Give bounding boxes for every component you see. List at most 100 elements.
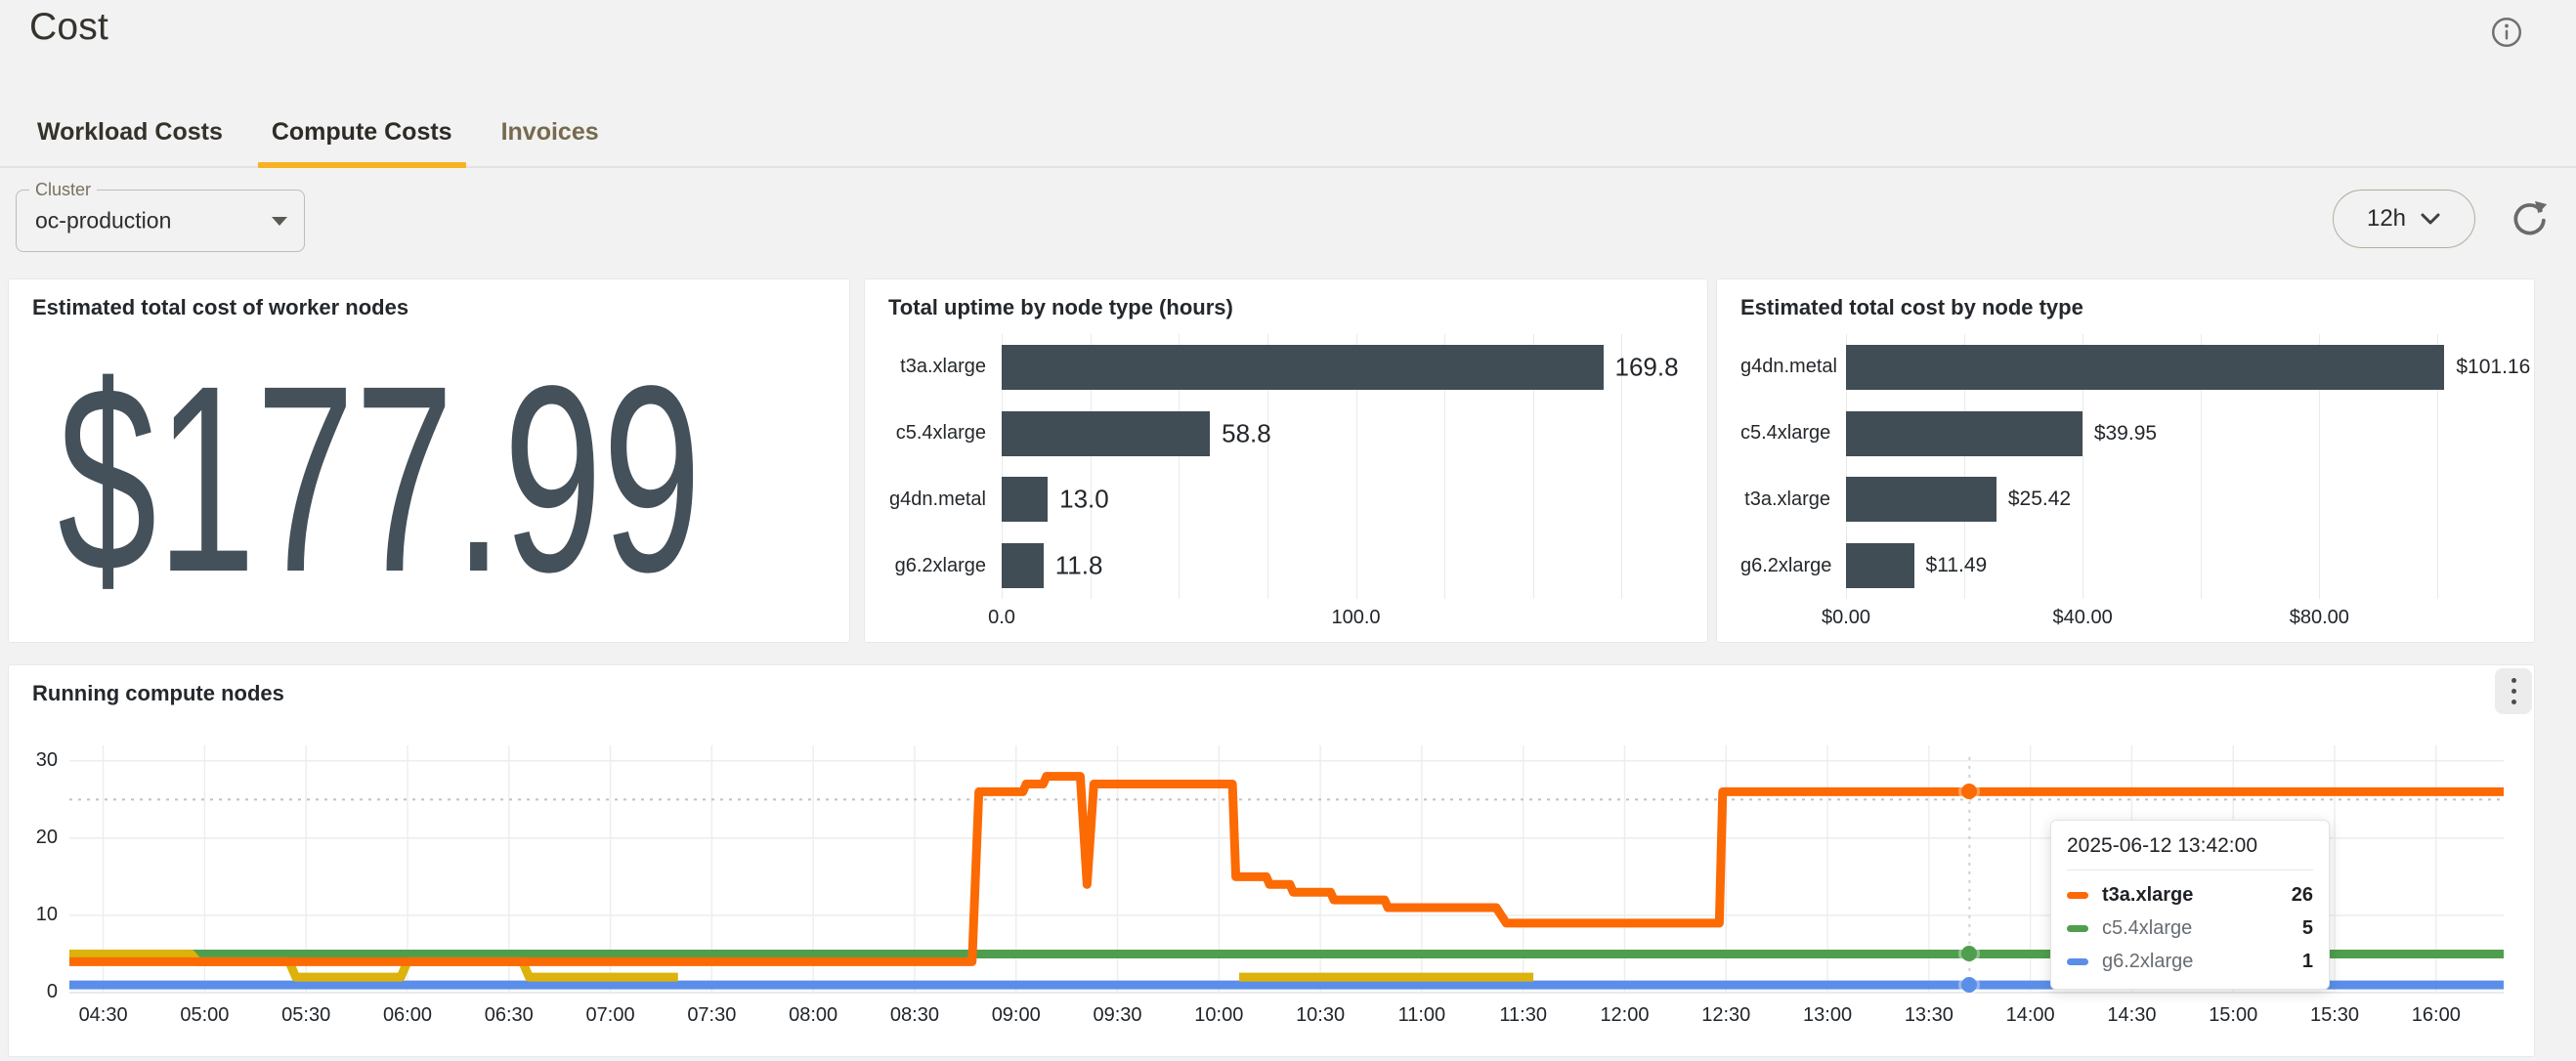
bar[interactable]: [1846, 344, 2445, 390]
x-axis-tick: 0.0: [988, 607, 1015, 628]
x-axis-tick: 11:30: [1499, 1004, 1547, 1026]
tooltip-row: t3a.xlarge 26: [2067, 884, 2313, 907]
bar[interactable]: [1002, 344, 1604, 390]
bar[interactable]: [1002, 477, 1049, 523]
x-axis-tick: 12:30: [1701, 1004, 1751, 1026]
panel-cost-by-node-type: Estimated total cost by node type g4dn.m…: [1716, 278, 2535, 643]
bar-row: c5.4xlarge $39.95: [1740, 410, 2509, 456]
uptime-bar-chart: t3a.xlarge 169.8 c5.4xlarge 58.8 g4dn.metal 1…: [888, 334, 1682, 628]
x-axis-tick: 12:00: [1600, 1004, 1650, 1026]
bar[interactable]: [1846, 410, 2082, 456]
y-axis-tick: 20: [35, 826, 58, 848]
bar-category-label: g6.2xlarge: [894, 554, 986, 576]
x-axis-tick: 05:00: [180, 1004, 230, 1026]
x-axis-tick: 09:00: [991, 1004, 1041, 1026]
panel-uptime-by-node-type: Total uptime by node type (hours) t3a.xl…: [864, 278, 1708, 643]
series-swatch-c5: [2067, 925, 2088, 932]
chevron-down-icon: [272, 217, 287, 226]
x-axis-tick: $80.00: [2289, 607, 2349, 628]
hover-point: [1961, 946, 1978, 962]
panel-title: Estimated total cost by node type: [1740, 295, 2083, 319]
big-value-wrap: $177.99: [58, 330, 830, 626]
x-axis-tick: 09:30: [1093, 1004, 1142, 1026]
bar-value-label: 13.0: [1059, 484, 1109, 514]
panel-total-cost: Estimated total cost of worker nodes $17…: [8, 278, 850, 643]
x-axis-tick: 06:30: [484, 1004, 534, 1026]
chevron-down-icon: [2421, 213, 2440, 225]
cluster-select-label: Cluster: [29, 180, 98, 200]
tab-compute-costs[interactable]: Compute Costs: [257, 118, 466, 168]
page-title: Cost: [29, 6, 108, 48]
info-icon[interactable]: [2488, 14, 2525, 51]
panel-title: Running compute nodes: [32, 681, 284, 705]
bar-category-label: t3a.xlarge: [900, 356, 986, 378]
chart-tooltip: 2025-06-12 13:42:00 t3a.xlarge 26 c5.4xl…: [2050, 820, 2330, 990]
bar-category-label: g4dn.metal: [1740, 356, 1837, 378]
x-axis-tick: 05:30: [281, 1004, 331, 1026]
x-axis-tick: 13:30: [1904, 1004, 1953, 1026]
bar-category-label: c5.4xlarge: [1740, 422, 1831, 445]
tab-invoices[interactable]: Invoices: [500, 118, 599, 146]
bar-value-label: 169.8: [1614, 352, 1679, 382]
bar-row: g6.2xlarge $11.49: [1740, 543, 2509, 589]
bar-value-label: 11.8: [1054, 550, 1103, 580]
panel-menu-kebab-icon[interactable]: [2495, 668, 2532, 714]
x-axis-tick: 100.0: [1331, 607, 1381, 628]
bar-value-label: $39.95: [2093, 421, 2158, 445]
bar-row: g4dn.metal 13.0: [888, 477, 1682, 523]
bar-category-label: g6.2xlarge: [1740, 554, 1832, 576]
bar-value-label: $25.42: [2007, 488, 2072, 511]
x-axis-tick: $0.00: [1821, 607, 1871, 628]
x-axis-tick: 04:30: [78, 1004, 128, 1026]
hover-point: [1961, 784, 1978, 800]
x-axis-tick: 14:00: [2005, 1004, 2055, 1026]
series-line-t3a.xlarge: [69, 777, 2504, 962]
bar-row: c5.4xlarge 58.8: [888, 410, 1682, 456]
refresh-icon[interactable]: [2508, 197, 2551, 240]
y-axis-tick: 10: [35, 903, 58, 925]
panel-title: Estimated total cost of worker nodes: [32, 295, 409, 319]
cluster-select[interactable]: Cluster oc-production: [16, 180, 305, 252]
x-axis-tick: 10:30: [1296, 1004, 1346, 1026]
bar[interactable]: [1846, 477, 1996, 523]
x-axis-tick: 10:00: [1194, 1004, 1244, 1026]
tab-workload-costs[interactable]: Workload Costs: [37, 118, 223, 146]
bar-category-label: t3a.xlarge: [1744, 488, 1830, 510]
tooltip-row: g6.2xlarge 1: [2067, 951, 2313, 973]
bar-row: g6.2xlarge 11.8: [888, 543, 1682, 589]
bar-category-label: g4dn.metal: [889, 488, 986, 510]
bar-row: g4dn.metal $101.16: [1740, 344, 2530, 390]
bar-row: t3a.xlarge $25.42: [1740, 477, 2509, 523]
bar[interactable]: [1846, 543, 1914, 589]
cluster-select-value: oc-production: [35, 207, 172, 233]
time-range-button[interactable]: 12h: [2333, 190, 2475, 248]
x-axis-tick: 16:00: [2411, 1004, 2461, 1026]
x-axis-tick: 07:00: [585, 1004, 635, 1026]
hover-point: [1961, 977, 1978, 994]
cost-bar-chart: g4dn.metal $101.16 c5.4xlarge $39.95 t3a.xla…: [1740, 334, 2530, 628]
bar[interactable]: [1002, 543, 1044, 589]
total-cost-value: $177.99: [58, 329, 702, 627]
x-axis-tick: 15:00: [2209, 1004, 2258, 1026]
x-axis-tick: 07:30: [687, 1004, 737, 1026]
bar-value-label: $101.16: [2456, 355, 2531, 378]
x-axis-tick: 08:00: [789, 1004, 838, 1026]
series-swatch-t3a: [2067, 892, 2088, 899]
tooltip-timestamp: 2025-06-12 13:42:00: [2067, 834, 2313, 870]
x-axis-tick: 13:00: [1803, 1004, 1853, 1026]
x-axis-tick: 14:30: [2107, 1004, 2157, 1026]
bar-value-label: 58.8: [1222, 418, 1271, 448]
x-axis-tick: 08:30: [889, 1004, 939, 1026]
tab-bar: Workload Costs Compute Costs Invoices: [0, 106, 2576, 168]
y-axis-tick: 30: [35, 748, 58, 771]
bar-category-label: c5.4xlarge: [895, 422, 986, 445]
time-range-value: 12h: [2366, 205, 2407, 232]
bar-value-label: $11.49: [1925, 554, 1988, 577]
bar-row: t3a.xlarge 169.8: [888, 344, 1682, 390]
x-axis-tick: 11:00: [1397, 1004, 1446, 1026]
series-swatch-g6: [2067, 958, 2088, 965]
x-axis-tick: 06:00: [382, 1004, 432, 1026]
bar[interactable]: [1002, 410, 1211, 456]
x-axis-tick: $40.00: [2052, 607, 2113, 628]
